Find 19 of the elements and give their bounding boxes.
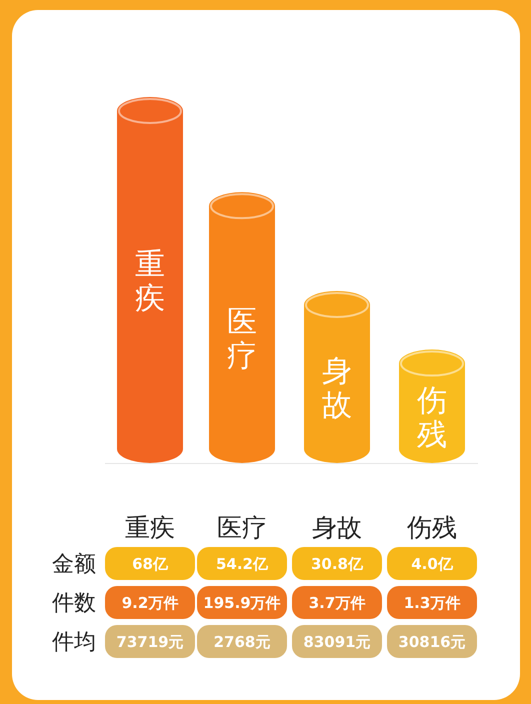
category-label: 件均	[52, 630, 96, 655]
category-label: 重疾	[125, 513, 175, 542]
text: 83091元	[303, 633, 371, 651]
text: 54.2亿	[216, 555, 268, 573]
text: 2768元	[214, 633, 270, 651]
text: 195.9万件	[203, 594, 281, 612]
text: 30816元	[398, 633, 466, 651]
category-label: 伤残	[407, 513, 457, 542]
text: 3.7万件	[308, 594, 366, 612]
text: 9.2万件	[122, 594, 178, 612]
text: 68亿	[132, 555, 168, 573]
text: 4.0亿	[411, 555, 453, 573]
category-label: 金额	[52, 552, 96, 577]
category-label: 身故	[312, 513, 362, 542]
category-label: 件数	[52, 591, 96, 616]
text: 30.8亿	[310, 555, 364, 573]
category-label: 医疗	[217, 513, 267, 542]
text: 1.3万件	[404, 594, 460, 612]
text: 73719元	[116, 633, 184, 651]
